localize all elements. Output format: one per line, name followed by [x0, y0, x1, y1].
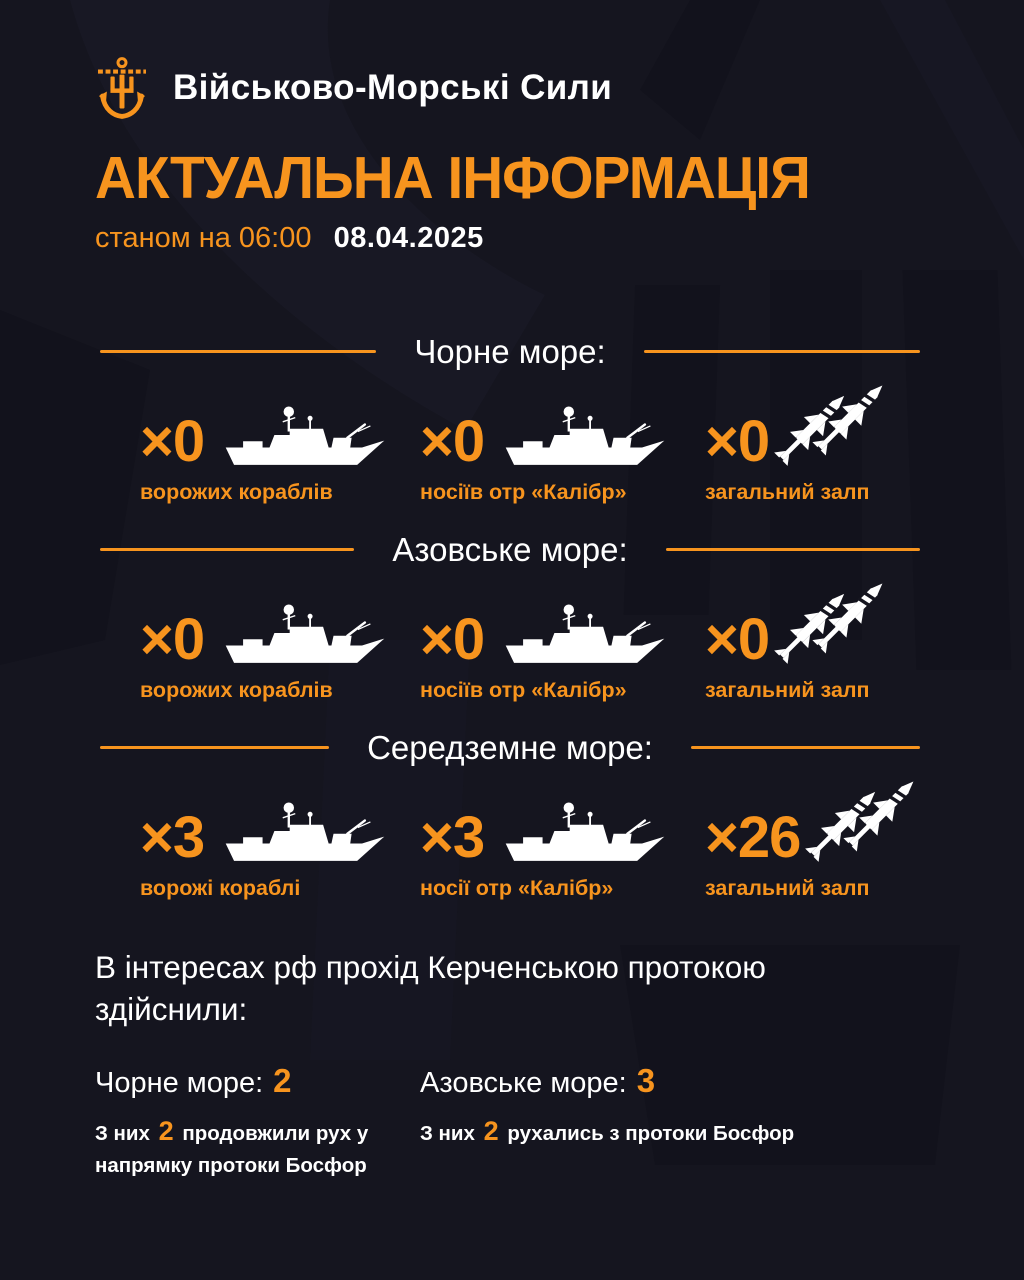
- warship-icon: [224, 801, 386, 863]
- section-header-black-sea: Чорне море:: [100, 333, 920, 371]
- brand-name: Військово-Морські Сили: [173, 68, 613, 107]
- section-header-azov-sea: Азовське море:: [100, 530, 921, 569]
- warship-icon: [504, 603, 666, 665]
- stat-label: ворожих кораблів: [140, 677, 333, 702]
- stat-label: загальний залп: [705, 677, 870, 702]
- report-date: 08.04.2025: [333, 221, 484, 254]
- warship-icon: [504, 405, 666, 467]
- stats-row-black-sea: ×0 ворожих кораблів ×0 носіїв отр «Каліб…: [0, 375, 1024, 505]
- stat-count: ×0: [140, 408, 205, 474]
- stat-label: ворожі кораблі: [140, 875, 301, 900]
- navy-anchor-trident-icon: [93, 56, 151, 120]
- stat-kalibr-carriers: ×3 носії отр «Калібр»: [420, 781, 705, 901]
- brand-header: Військово-Морські Сили: [93, 56, 1024, 120]
- page-title: АКТУАЛЬНА ІНФОРМАЦІЯ: [95, 145, 811, 211]
- timestamp: станом на 06:00 08.04.2025: [95, 222, 1024, 255]
- stat-count: ×3: [140, 804, 205, 870]
- stat-label: загальний залп: [705, 479, 870, 504]
- section-title: Азовське море:: [392, 530, 628, 568]
- stat-total-salvo: ×0 загальний залп: [705, 573, 1024, 703]
- sea-label: Чорне море:: [95, 1067, 264, 1100]
- sea-total: 2: [273, 1062, 292, 1100]
- stat-enemy-ships: ×0 ворожих кораблів: [140, 583, 420, 703]
- section-title: Середземне море:: [367, 728, 653, 766]
- note-count: 2: [483, 1116, 499, 1147]
- stat-label: загальний залп: [705, 875, 870, 900]
- warship-icon: [504, 801, 666, 863]
- as-of-label: станом на 06:00: [95, 221, 312, 254]
- kerch-note: З них 2 рухались з протоки Босфор: [420, 1112, 794, 1151]
- missiles-icon: [771, 573, 893, 667]
- divider-line: [690, 746, 921, 750]
- kerch-entry-azov-sea: Азовське море: 3 З них 2 рухались з прото…: [420, 1062, 794, 1181]
- stat-count: ×0: [420, 606, 485, 672]
- stat-count: ×0: [705, 606, 770, 672]
- stats-row-azov-sea: ×0 ворожих кораблів ×0 носіїв отр «Каліб…: [0, 573, 1024, 703]
- kerch-strait-block: В інтересах рф прохід Керченською проток…: [95, 947, 1024, 1181]
- stats-row-mediterranean-sea: ×3 ворожі кораблі ×3 носії отр «Калібр» …: [0, 771, 1024, 901]
- stat-count: ×0: [705, 408, 770, 474]
- note-text: продовжили рух у напрямку протоки Босфор: [95, 1122, 369, 1178]
- warship-icon: [224, 603, 386, 665]
- note-text: рухались з протоки Босфор: [507, 1122, 795, 1146]
- warship-icon: [224, 405, 386, 467]
- stat-label: носіїв отр «Калібр»: [420, 677, 627, 702]
- stat-enemy-ships: ×3 ворожі кораблі: [140, 781, 420, 901]
- stat-total-salvo: ×26 загальний залп: [705, 771, 1024, 901]
- stat-count: ×0: [420, 408, 485, 474]
- stat-count: ×0: [140, 606, 205, 672]
- stat-kalibr-carriers: ×0 носіїв отр «Калібр»: [420, 583, 705, 703]
- section-title: Чорне море:: [414, 332, 606, 370]
- stat-total-salvo: ×0 загальний залп: [705, 375, 1024, 505]
- missiles-icon: [802, 771, 924, 865]
- divider-line: [100, 746, 330, 750]
- section-header-mediterranean-sea: Середземне море:: [100, 728, 921, 767]
- stat-kalibr-carriers: ×0 носіїв отр «Калібр»: [420, 385, 705, 505]
- note-prefix: З них: [95, 1122, 150, 1146]
- sea-total: 3: [636, 1062, 656, 1100]
- divider-line: [665, 548, 921, 552]
- divider-line: [100, 350, 377, 354]
- note-prefix: З них: [420, 1122, 475, 1146]
- stat-label: носіїв отр «Калібр»: [420, 479, 627, 504]
- missiles-icon: [771, 375, 893, 469]
- divider-line: [643, 350, 920, 354]
- stat-label: ворожих кораблів: [140, 479, 333, 504]
- stat-count: ×26: [705, 804, 801, 870]
- divider-line: [100, 548, 355, 552]
- stat-count: ×3: [420, 804, 485, 870]
- sea-label: Азовське море:: [420, 1067, 627, 1100]
- note-count: 2: [158, 1116, 174, 1147]
- stat-label: носії отр «Калібр»: [420, 875, 614, 900]
- kerch-heading: В інтересах рф прохід Керченською проток…: [95, 948, 766, 1027]
- kerch-note: З них 2 продовжили рух у напрямку проток…: [95, 1112, 420, 1181]
- kerch-entry-black-sea: Чорне море: 2 З них 2 продовжили рух у на…: [95, 1062, 420, 1181]
- stat-enemy-ships: ×0 ворожих кораблів: [140, 385, 420, 505]
